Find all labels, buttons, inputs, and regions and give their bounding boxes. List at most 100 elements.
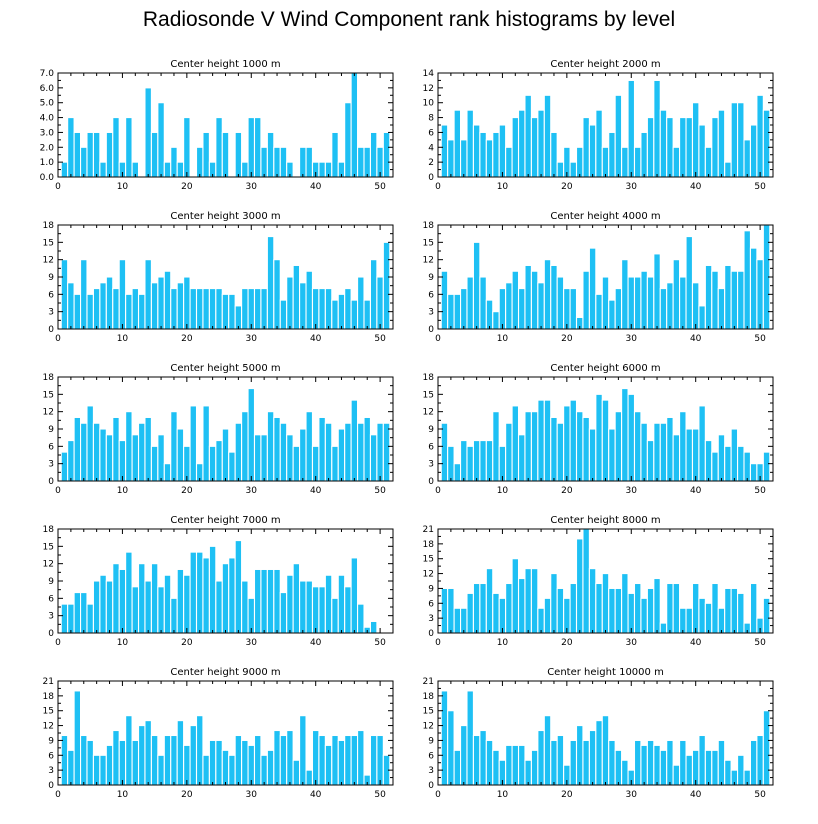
histogram-bar — [492, 411, 500, 482]
histogram-bar — [505, 282, 513, 330]
x-tick-label: 30 — [246, 334, 258, 344]
x-tick-label: 10 — [497, 638, 509, 648]
histogram-bar — [279, 592, 288, 634]
histogram-bar — [608, 299, 616, 330]
histogram-bar — [672, 434, 681, 482]
histogram-bar — [569, 582, 578, 634]
histogram-bar — [337, 428, 346, 482]
histogram-bar — [517, 288, 526, 330]
y-tick-label: 3 — [428, 614, 434, 624]
histogram-bar — [189, 405, 198, 482]
histogram-bar — [318, 586, 326, 634]
histogram-bar — [730, 270, 739, 330]
histogram-bar — [150, 445, 159, 482]
y-tick-label: 3 — [428, 308, 434, 318]
histogram-bar — [189, 288, 198, 330]
y-tick-label: 14 — [423, 69, 435, 79]
histogram-bar — [112, 729, 120, 786]
histogram-bar — [331, 131, 339, 178]
histogram-bar — [331, 734, 339, 786]
histogram-bar — [253, 117, 262, 178]
histogram-bar — [717, 109, 726, 178]
histogram-bar — [86, 405, 94, 482]
histogram-bar — [756, 259, 764, 330]
histogram-bar — [640, 270, 648, 330]
histogram-bar — [440, 270, 449, 330]
histogram-bar — [215, 580, 223, 634]
histogram-bar — [440, 587, 449, 634]
y-tick-label: 0 — [428, 477, 434, 487]
histogram-bar — [762, 451, 771, 482]
histogram-bar — [311, 288, 320, 330]
histogram-bar — [453, 463, 462, 482]
histogram-bar — [640, 744, 648, 786]
x-tick-label: 0 — [55, 182, 61, 192]
x-tick-label: 10 — [117, 638, 129, 648]
histogram-bar — [337, 739, 346, 786]
histogram-bar — [479, 131, 487, 178]
x-tick-label: 10 — [497, 790, 509, 800]
x-tick-label: 50 — [374, 638, 386, 648]
histogram-bar — [92, 131, 101, 178]
histogram-bar — [653, 577, 661, 634]
histogram-bar — [517, 434, 526, 482]
x-tick-label: 40 — [310, 182, 322, 192]
histogram-bar — [234, 540, 243, 634]
histogram-bar — [466, 445, 474, 482]
histogram-bar — [331, 299, 339, 330]
histogram-bar — [646, 276, 655, 330]
histogram-bar — [646, 587, 655, 634]
histogram-bar — [279, 299, 288, 330]
histogram-bar — [318, 161, 326, 178]
histogram-bar — [472, 440, 481, 482]
y-tick-label: 3 — [48, 766, 54, 776]
histogram-bar — [363, 416, 372, 482]
panel-title: Center height 3000 m — [170, 211, 280, 222]
x-tick-label: 20 — [561, 790, 573, 800]
histogram-bar — [659, 749, 668, 786]
histogram-bar — [447, 139, 455, 178]
histogram-bar — [163, 734, 172, 786]
histogram-bar — [530, 411, 539, 482]
histogram-bar — [357, 146, 365, 178]
histogram-bar — [737, 445, 745, 482]
histogram-bar — [369, 620, 378, 634]
x-tick-label: 50 — [754, 638, 766, 648]
histogram-bar — [517, 744, 526, 786]
y-tick-label: 12 — [423, 84, 434, 94]
x-tick-label: 10 — [497, 486, 509, 496]
x-tick-label: 30 — [246, 638, 258, 648]
histogram-bar — [666, 117, 674, 178]
y-tick-label: 2 — [428, 158, 434, 168]
y-tick-label: 0 — [428, 325, 434, 335]
x-tick-label: 10 — [497, 182, 509, 192]
histogram-bar — [588, 729, 597, 786]
histogram-bar — [556, 276, 565, 330]
histogram-bar — [679, 276, 687, 330]
y-tick-label: 9 — [48, 273, 54, 283]
histogram-bar — [215, 288, 223, 330]
y-tick-label: 21 — [423, 525, 434, 535]
histogram-bar — [627, 276, 636, 330]
histogram-bar — [627, 79, 636, 178]
histogram-bar — [588, 428, 597, 482]
histogram-bar — [717, 739, 726, 786]
y-tick-label: 15 — [423, 238, 434, 248]
histogram-bar — [498, 288, 507, 330]
histogram-bar — [157, 586, 165, 634]
histogram-bar — [498, 445, 507, 482]
histogram-bar — [234, 305, 243, 330]
histogram-bar — [99, 161, 107, 178]
y-tick-label: 12 — [423, 570, 434, 580]
histogram-bar — [691, 282, 700, 330]
histogram-bar — [711, 270, 719, 330]
histogram-bar — [737, 270, 745, 330]
histogram-bar — [724, 445, 732, 482]
y-tick-label: 12 — [43, 408, 54, 418]
histogram-bar — [569, 399, 578, 482]
y-tick-label: 9 — [48, 425, 54, 435]
histogram-bar — [601, 276, 610, 330]
histogram-bar — [67, 749, 75, 786]
histogram-bar — [99, 574, 107, 634]
histogram-bar — [286, 434, 294, 482]
